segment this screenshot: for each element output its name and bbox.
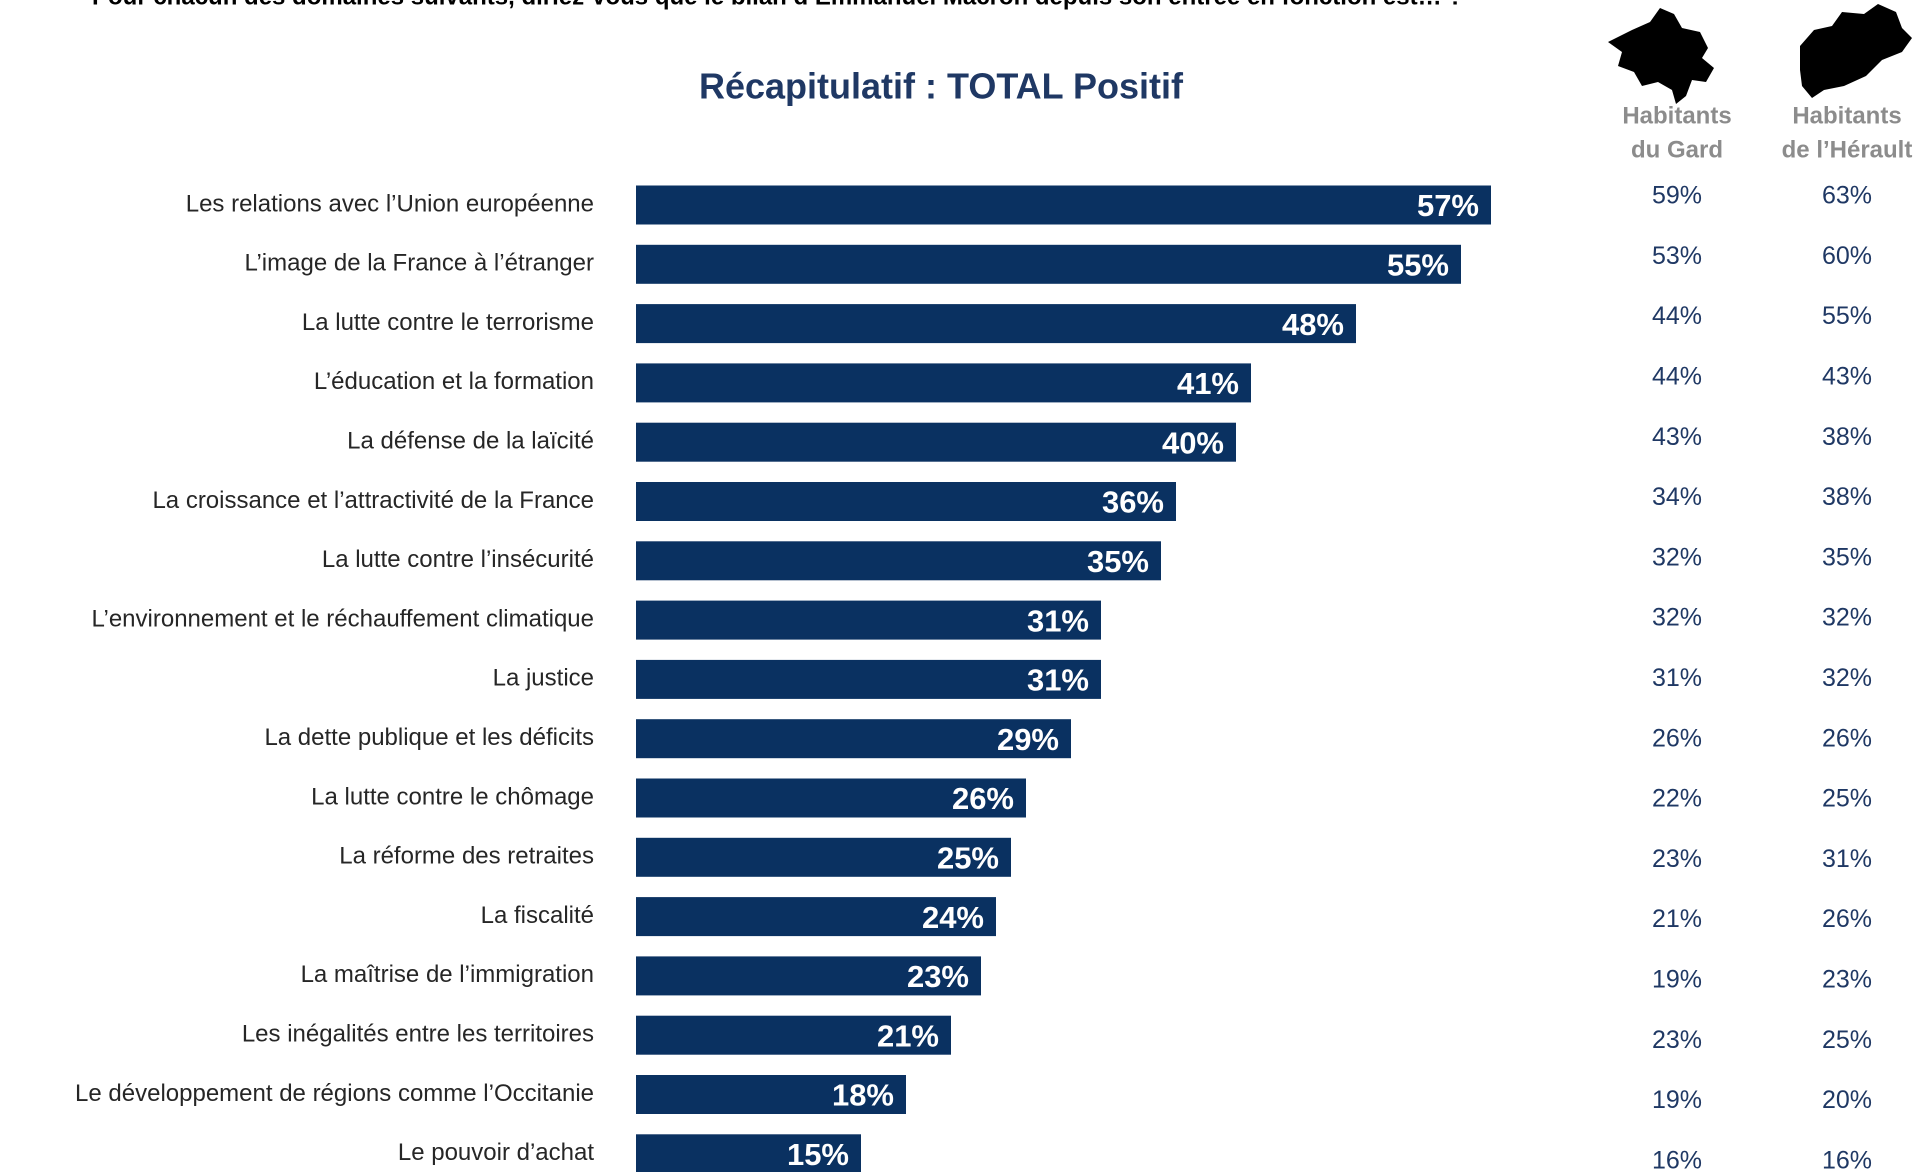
bar-value-label: 55% bbox=[1387, 247, 1449, 282]
column-value: 23% bbox=[1822, 966, 1872, 994]
column-value: 16% bbox=[1822, 1146, 1872, 1172]
column-value: 38% bbox=[1822, 483, 1872, 511]
bar-value-label: 41% bbox=[1177, 366, 1239, 401]
bar-value-label: 31% bbox=[1027, 663, 1089, 698]
column-value: 31% bbox=[1822, 845, 1872, 873]
bar bbox=[636, 304, 1356, 344]
column-value: 20% bbox=[1822, 1086, 1872, 1114]
column-header: du Gard bbox=[1631, 136, 1723, 163]
column-value: 55% bbox=[1822, 302, 1872, 330]
column-value: 44% bbox=[1652, 363, 1702, 391]
column-value: 60% bbox=[1822, 242, 1872, 270]
column-value: 35% bbox=[1822, 543, 1872, 571]
bar-value-label: 24% bbox=[922, 900, 984, 935]
bar-value-label: 29% bbox=[997, 722, 1059, 757]
column-value: 32% bbox=[1652, 604, 1702, 632]
question: Pour chacun des domaines suivants, dirie… bbox=[92, 0, 1463, 10]
category-label: La lutte contre le chômage bbox=[311, 783, 594, 810]
bar-value-label: 23% bbox=[907, 959, 969, 994]
column-header: de l’Hérault bbox=[1782, 136, 1913, 163]
chart-title: Récapitulatif : TOTAL Positif bbox=[699, 66, 1184, 107]
category-label: La dette publique et les déficits bbox=[264, 724, 594, 751]
column-value: 43% bbox=[1652, 423, 1702, 451]
bar bbox=[636, 778, 1026, 818]
column-value: 34% bbox=[1652, 483, 1702, 511]
bar-value-label: 36% bbox=[1102, 485, 1164, 520]
category-label: La croissance et l’attractivité de la Fr… bbox=[152, 487, 594, 514]
column-value: 31% bbox=[1652, 664, 1702, 692]
bar-value-label: 48% bbox=[1282, 307, 1344, 342]
map-gard bbox=[1608, 8, 1714, 104]
column-value: 26% bbox=[1822, 905, 1872, 933]
column-value: 59% bbox=[1652, 182, 1702, 210]
bar bbox=[636, 185, 1491, 225]
bar-value-label: 40% bbox=[1162, 425, 1224, 460]
column-value: 26% bbox=[1652, 724, 1702, 752]
column-value: 23% bbox=[1652, 845, 1702, 873]
category-label: L’environnement et le réchauffement clim… bbox=[91, 605, 594, 632]
bar-value-label: 15% bbox=[787, 1137, 849, 1172]
bar-value-label: 26% bbox=[952, 781, 1014, 816]
column-value: 22% bbox=[1652, 785, 1702, 813]
category-label: Le développement de régions comme l’Occi… bbox=[75, 1080, 594, 1107]
column-value: 16% bbox=[1652, 1146, 1702, 1172]
bar bbox=[636, 244, 1461, 284]
category-label: Les inégalités entre les territoires bbox=[242, 1021, 594, 1048]
column-value: 32% bbox=[1822, 664, 1872, 692]
column-value: 43% bbox=[1822, 363, 1872, 391]
bar bbox=[636, 1134, 861, 1172]
bar bbox=[636, 956, 981, 996]
bar-value-label: 31% bbox=[1027, 603, 1089, 638]
column-value: 32% bbox=[1652, 543, 1702, 571]
column-value: 44% bbox=[1652, 302, 1702, 330]
bar bbox=[636, 422, 1236, 462]
bar bbox=[636, 837, 1011, 877]
bar-value-label: 21% bbox=[877, 1018, 939, 1053]
column-value: 25% bbox=[1822, 1026, 1872, 1054]
category-label: La fiscalité bbox=[481, 902, 594, 929]
bar bbox=[636, 897, 996, 937]
bar-value-label: 18% bbox=[832, 1078, 894, 1113]
bar-value-label: 57% bbox=[1417, 188, 1479, 223]
bar-value-label: 35% bbox=[1087, 544, 1149, 579]
bar bbox=[636, 1015, 951, 1055]
category-label: L’éducation et la formation bbox=[314, 368, 594, 395]
bar bbox=[636, 541, 1161, 581]
category-label: La défense de la laïcité bbox=[347, 428, 594, 455]
column-header: Habitants bbox=[1622, 102, 1731, 129]
column-value: 19% bbox=[1652, 1086, 1702, 1114]
column-value: 38% bbox=[1822, 423, 1872, 451]
bar bbox=[636, 363, 1251, 403]
bar bbox=[636, 482, 1176, 521]
column-value: 63% bbox=[1822, 182, 1872, 210]
category-label: Le pouvoir d’achat bbox=[398, 1139, 594, 1166]
column-value: 21% bbox=[1652, 905, 1702, 933]
column-value: 32% bbox=[1822, 604, 1872, 632]
column-value: 19% bbox=[1652, 966, 1702, 994]
column-value: 25% bbox=[1822, 785, 1872, 813]
category-label: La lutte contre le terrorisme bbox=[302, 309, 594, 336]
category-label: La réforme des retraites bbox=[339, 843, 594, 870]
bar bbox=[636, 719, 1071, 759]
column-value: 26% bbox=[1822, 724, 1872, 752]
category-label: Les relations avec l’Union européenne bbox=[186, 190, 594, 217]
category-label: L’image de la France à l’étranger bbox=[244, 250, 594, 277]
category-label: La justice bbox=[493, 665, 594, 692]
column-value: 23% bbox=[1652, 1026, 1702, 1054]
bar bbox=[636, 600, 1101, 640]
bar-value-label: 25% bbox=[937, 840, 999, 875]
column-header: Habitants bbox=[1792, 102, 1901, 129]
category-label: La lutte contre l’insécurité bbox=[322, 546, 594, 573]
column-value: 53% bbox=[1652, 242, 1702, 270]
bar bbox=[636, 659, 1101, 699]
map-herault bbox=[1800, 4, 1912, 98]
category-label: La maîtrise de l’immigration bbox=[301, 961, 594, 988]
bar bbox=[636, 1075, 906, 1114]
